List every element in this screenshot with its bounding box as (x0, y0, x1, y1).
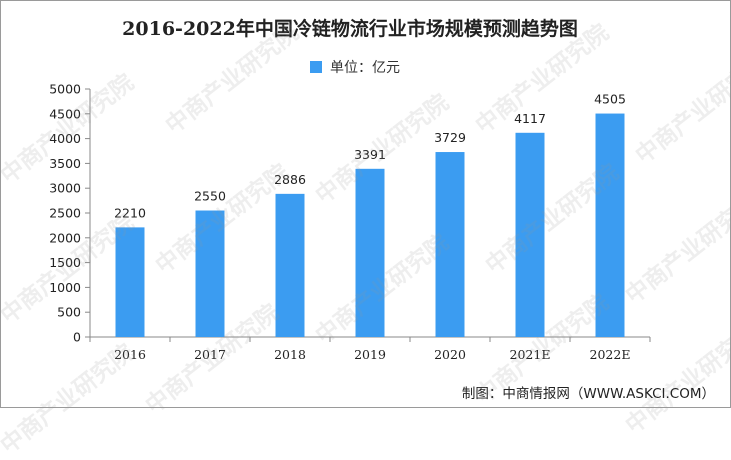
source-credit: 制图：中商情报网（WWW.ASKCI.COM） (462, 382, 715, 402)
bar (116, 227, 145, 337)
y-tick-label: 2000 (49, 230, 81, 245)
x-tick-label: 2019 (354, 347, 386, 362)
bar (196, 211, 225, 337)
bar (516, 133, 545, 337)
y-tick-label: 500 (57, 305, 81, 320)
bar-value-label: 3729 (434, 130, 466, 145)
x-tick-label: 2021E (510, 347, 551, 362)
y-tick-label: 2500 (49, 206, 81, 221)
y-tick-label: 3000 (49, 181, 81, 196)
x-tick-label: 2022E (590, 347, 631, 362)
bar (276, 194, 305, 337)
bar-value-label: 2550 (194, 189, 226, 204)
x-tick-label: 2020 (434, 347, 466, 362)
bar (596, 114, 625, 337)
bar (436, 152, 465, 337)
y-tick-label: 5000 (49, 82, 81, 97)
x-tick-label: 2017 (194, 347, 226, 362)
bar-value-label: 2886 (274, 172, 306, 187)
y-tick-label: 3500 (49, 156, 81, 171)
bar (356, 169, 385, 337)
bar-value-label: 2210 (114, 205, 146, 220)
bar-value-label: 4117 (514, 111, 546, 126)
y-tick-label: 4500 (49, 106, 81, 121)
y-tick-label: 1500 (49, 255, 81, 270)
y-tick-label: 1000 (49, 280, 81, 295)
bar-value-label: 3391 (354, 147, 386, 162)
x-tick-label: 2018 (274, 347, 306, 362)
bar-chart: 0 500 1000 1500 2000 2500 3000 3500 4000 4500 5000… (0, 0, 731, 408)
bar-value-label: 4505 (594, 92, 626, 107)
y-tick-label: 0 (73, 330, 81, 345)
y-tick-label: 4000 (49, 131, 81, 146)
x-tick-label: 2016 (114, 347, 146, 362)
